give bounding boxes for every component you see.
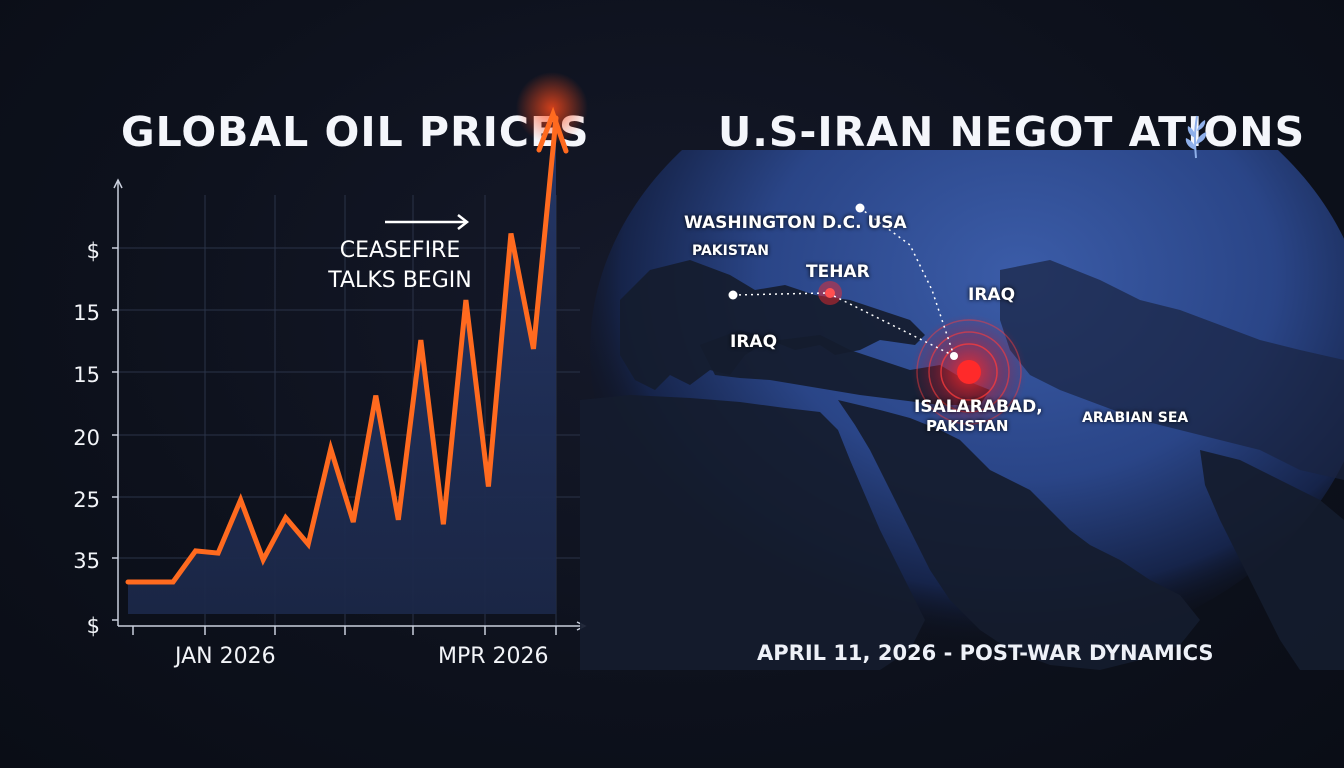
price-peak-glow	[516, 72, 588, 144]
x-tick-label-0: JAN 2026	[173, 644, 276, 669]
route-washington	[859, 207, 955, 357]
y-tick-label-0: $	[87, 239, 100, 263]
price-area	[128, 118, 556, 614]
arabia-landmass	[838, 400, 1200, 670]
label-tehar: TEHAR	[806, 262, 870, 282]
chart-title: GLOBAL OIL PRICES	[121, 108, 590, 156]
europe-landmass	[620, 260, 925, 390]
washington-point	[855, 203, 865, 213]
route-tehar	[833, 295, 955, 357]
target-point	[950, 352, 958, 360]
annotation-arrow-head	[457, 214, 470, 230]
label-washington: WASHINGTON D.C. USA	[684, 213, 907, 233]
y-tick-label-3: 20	[73, 426, 100, 450]
label-isalarabad: ISALARABAD,	[914, 397, 1043, 417]
olive-branch-icon	[1185, 115, 1207, 159]
map-title: U.S-IRAN NEGOT ATIONS	[718, 108, 1306, 156]
y-tick-label-5: 35	[73, 549, 100, 573]
oil-price-chart: $15 15 20 25 35 $ JAN 2026 MPR 2026 CEASEFIRE TAL…	[73, 72, 588, 669]
tehar-dot	[825, 288, 835, 298]
middle-east-map	[580, 40, 1344, 670]
target-dot	[957, 360, 981, 384]
label-arabian-sea: ARABIAN SEA	[1082, 410, 1189, 426]
price-line	[125, 115, 559, 585]
y-tick-label-2: 15	[73, 363, 100, 387]
label-isalarabad-country: PAKISTAN	[926, 417, 1009, 435]
africa-landmass	[580, 395, 925, 670]
map-graphic	[580, 40, 1344, 670]
label-iraq-east: IRAQ	[968, 285, 1016, 305]
price-arrow-head	[536, 106, 569, 154]
x-tick-label-1: MPR 2026	[438, 644, 549, 669]
iran-landmass	[1000, 260, 1344, 480]
y-tick-label-6: $	[87, 614, 100, 638]
annotation-line-2: TALKS BEGIN	[327, 268, 471, 293]
label-pakistan-top: PAKISTAN	[692, 243, 769, 259]
y-tick-label-4: 25	[73, 488, 100, 512]
target-ring-2	[928, 331, 1010, 413]
india-landmass	[1200, 450, 1344, 670]
map-subtitle: APRIL 11, 2026 - POST-WAR DYNAMICS	[757, 641, 1214, 665]
y-tick-label-1: 15	[73, 301, 100, 325]
label-iraq-west: IRAQ	[730, 332, 778, 352]
y-axis-arrow	[113, 178, 123, 189]
west-point	[728, 290, 738, 300]
target-ring-1	[916, 319, 1022, 425]
annotation-line-1: CEASEFIRE	[340, 238, 461, 263]
target-ring-3	[940, 343, 998, 401]
